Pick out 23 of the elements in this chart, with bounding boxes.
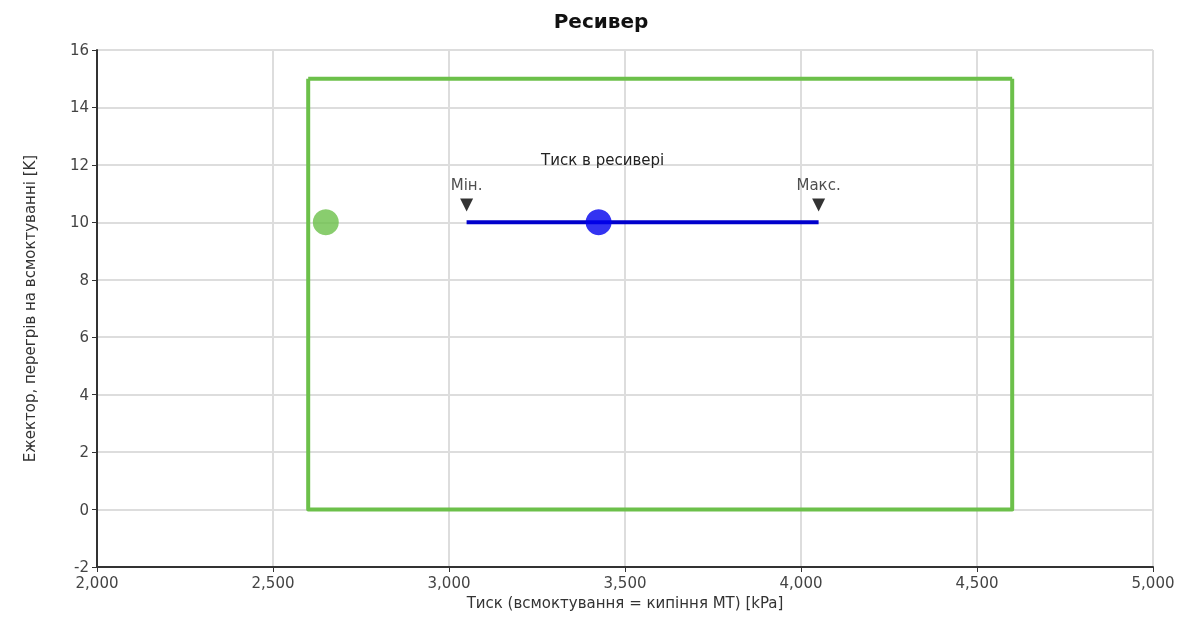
x-tick-label: 3,500 [603,573,647,592]
chart-title: Ресивер [553,9,649,33]
y-tick-label: -2 [74,558,89,576]
y-tick-label: 4 [79,385,89,404]
data-label: Мін. [450,176,483,195]
text: Тиск в ресивері [540,151,665,170]
y-tick-label: 0 [79,500,89,519]
x-tick-label: 4,500 [955,573,999,592]
y-tick-label: 8 [79,270,89,289]
x-tick-label: 2,000 [75,573,119,592]
y-tick-label: 2 [79,443,89,462]
x-tick-label: 2,500 [251,573,295,592]
y-tick-label: 6 [79,328,89,347]
y-tick-label: 14 [69,98,89,117]
y-tick-label: 10 [69,213,89,232]
x-tick-label: 4,000 [779,573,823,592]
data-label: Макс. [796,176,841,195]
y-tick-label: 16 [69,41,89,59]
x-tick-label: 5,000 [1131,573,1175,592]
y-tick-label: 12 [69,155,89,174]
x-axis-title: Тиск (всмоктування = кипіння МТ) [kPa] [465,593,784,612]
y-axis-title: Ежектор, перегрів на всмоктуванні [K] [20,154,39,463]
x-tick-label: 3,000 [427,573,471,592]
